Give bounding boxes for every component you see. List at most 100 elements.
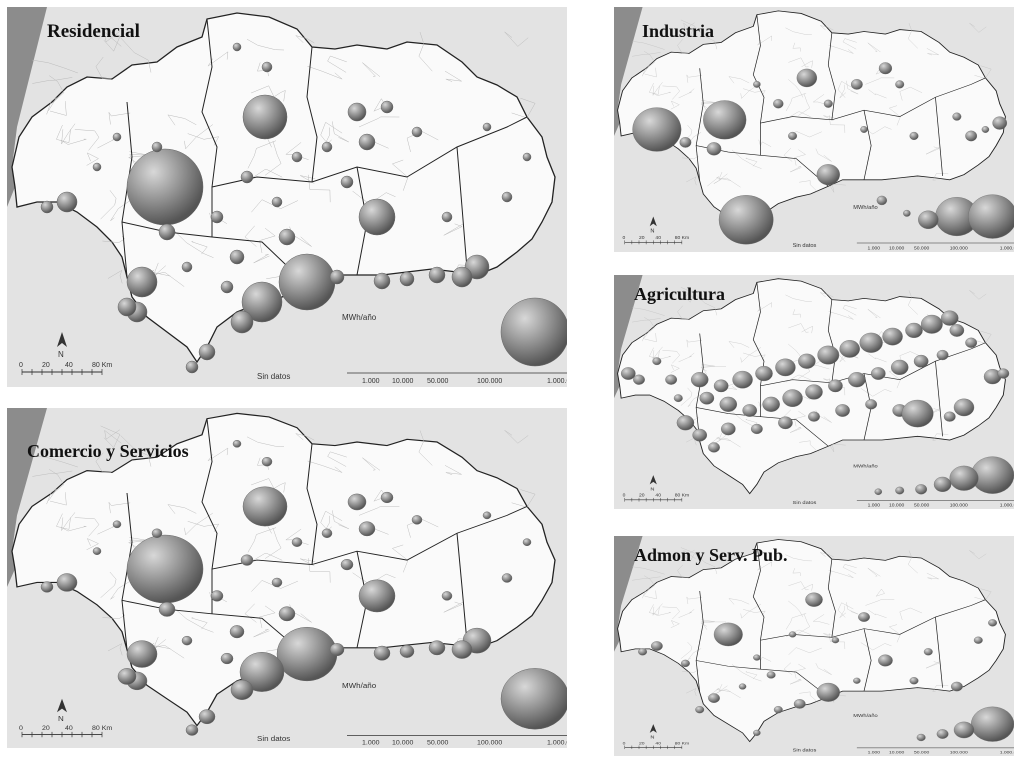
municipal-line: [86, 152, 100, 166]
legend-value: 50.000: [427, 740, 449, 747]
legend-value: 50.000: [914, 750, 930, 754]
consumption-bubble: [673, 394, 683, 403]
municipal-line: [443, 223, 464, 236]
scale-label: 20: [639, 235, 645, 241]
municipal-line: [307, 460, 343, 473]
no-data-label: Sin datos: [257, 372, 290, 381]
consumption-bubble: [876, 195, 888, 206]
panel-title: Residencial: [47, 21, 140, 42]
province-line: [306, 443, 318, 565]
municipal-line: [358, 116, 400, 128]
municipal-borders: [632, 287, 992, 453]
consumption-bubble: [185, 360, 199, 374]
legend-value: 1.000.000: [1000, 503, 1014, 508]
legend-value: 1.000: [362, 378, 380, 385]
municipal-line: [820, 25, 834, 31]
municipal-line: [362, 62, 381, 77]
consumption-bubble: [936, 729, 949, 739]
consumption-bubble: [380, 491, 394, 504]
consumption-bubble: [805, 592, 823, 607]
consumption-bubble: [185, 724, 199, 736]
consumption-bubble: [340, 558, 354, 571]
municipal-line: [908, 550, 918, 574]
consumption-bubble: [271, 196, 283, 208]
municipal-line: [812, 358, 830, 370]
consumption-bubble: [112, 520, 122, 529]
municipal-line: [701, 100, 715, 112]
consumption-bubble: [859, 332, 883, 353]
consumption-bubble: [808, 411, 820, 422]
consumption-bubble: [699, 391, 715, 405]
municipal-line: [259, 605, 276, 629]
consumption-bubble: [126, 148, 204, 226]
municipal-line: [100, 571, 117, 598]
municipal-line: [320, 121, 343, 148]
consumption-bubble: [895, 80, 905, 89]
municipal-line: [785, 613, 807, 630]
municipal-line: [798, 93, 811, 116]
consumption-bubble: [909, 677, 919, 685]
municipal-line: [120, 435, 152, 467]
consumption-bubble: [151, 528, 163, 538]
scale-bar: 0 20 40 80 Km: [623, 235, 689, 245]
province-line: [752, 542, 765, 641]
panel-title: Comercio y Servicios: [27, 441, 189, 461]
consumption-bubble: [848, 372, 866, 388]
consumption-bubble: [905, 322, 923, 338]
municipal-line: [257, 457, 269, 470]
consumption-bubble: [242, 486, 288, 527]
municipal-line: [352, 190, 396, 205]
region-outline: [11, 12, 556, 364]
consumption-bubble: [997, 368, 1010, 379]
consumption-bubble: [632, 107, 682, 152]
municipal-line: [46, 488, 57, 505]
municipal-line: [785, 111, 811, 120]
municipal-line: [785, 374, 811, 383]
legend-unit-label: MWh/año: [853, 205, 877, 211]
province-line: [695, 68, 704, 182]
municipal-line: [718, 171, 741, 188]
panel-title: Industria: [642, 21, 715, 41]
consumption-bubble: [782, 389, 803, 407]
municipal-line: [644, 67, 657, 78]
consumption-bubble: [278, 253, 336, 311]
no-data-label: Sin datos: [257, 734, 291, 742]
consumption-bubble: [878, 654, 893, 667]
municipal-line: [798, 613, 811, 634]
north-arrow-shape: [649, 724, 657, 733]
municipal-line: [32, 77, 73, 84]
municipal-line: [801, 326, 814, 334]
municipal-line: [32, 470, 73, 477]
municipal-line: [391, 159, 409, 191]
municipal-line: [743, 609, 766, 617]
consumption-bubble: [835, 404, 850, 417]
province-borders: [695, 14, 986, 187]
municipal-line: [707, 688, 731, 697]
consumption-bubbles: [40, 439, 567, 736]
municipal-line: [190, 617, 208, 630]
province-line: [863, 110, 872, 180]
municipal-line: [652, 612, 671, 616]
legend-value: 1.000.000: [1000, 246, 1014, 252]
portugal-area: [614, 536, 643, 652]
municipal-line: [56, 513, 71, 530]
consumption-bubble: [522, 152, 532, 162]
municipal-line: [649, 604, 660, 615]
consumption-bubble: [501, 573, 513, 583]
municipal-line: [908, 23, 918, 49]
municipal-line: [652, 603, 663, 616]
municipal-line: [686, 596, 703, 605]
municipal-line: [718, 684, 741, 698]
consumption-bubble: [742, 404, 758, 417]
scale-label: 80 Km: [675, 493, 690, 498]
municipal-line: [391, 544, 409, 573]
consumption-bubble: [858, 612, 870, 622]
municipal-line: [677, 305, 689, 320]
municipal-line: [642, 330, 650, 342]
municipal-line: [785, 93, 807, 112]
municipal-line: [812, 614, 830, 625]
municipal-line: [740, 347, 762, 363]
consumption-bubble: [240, 170, 254, 184]
municipal-line: [670, 100, 680, 110]
consumption-bubble: [347, 102, 367, 122]
